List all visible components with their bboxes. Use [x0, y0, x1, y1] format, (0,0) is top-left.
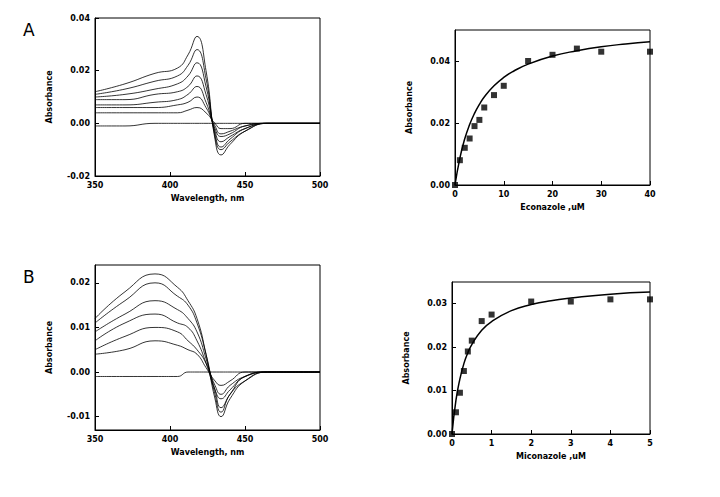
svg-text:Absorbance: Absorbance	[45, 320, 54, 374]
svg-text:1: 1	[489, 439, 495, 448]
svg-text:500: 500	[312, 435, 329, 444]
svg-text:4: 4	[608, 439, 614, 448]
svg-text:0.01: 0.01	[70, 323, 90, 332]
svg-text:-0.01: -0.01	[67, 412, 90, 421]
svg-text:Wavelength, nm: Wavelength, nm	[171, 194, 245, 203]
svg-text:0.02: 0.02	[430, 119, 450, 128]
svg-text:40: 40	[644, 190, 656, 199]
svg-text:0: 0	[452, 190, 458, 199]
svg-text:2: 2	[528, 439, 534, 448]
svg-text:Miconazole ,uM: Miconazole ,uM	[516, 452, 586, 461]
svg-text:Wavelength, nm: Wavelength, nm	[171, 448, 245, 457]
svg-text:5: 5	[647, 439, 653, 448]
svg-text:0.00: 0.00	[70, 119, 90, 128]
svg-text:3: 3	[568, 439, 574, 448]
svg-text:0.00: 0.00	[430, 181, 450, 190]
svg-text:400: 400	[162, 435, 179, 444]
svg-text:0.02: 0.02	[427, 343, 447, 352]
svg-text:350: 350	[87, 435, 104, 444]
svg-text:0.04: 0.04	[430, 57, 450, 66]
svg-text:10: 10	[498, 190, 510, 199]
svg-text:-0.02: -0.02	[67, 172, 90, 181]
svg-text:450: 450	[237, 181, 254, 190]
svg-text:0: 0	[449, 439, 455, 448]
svg-text:0.02: 0.02	[70, 66, 90, 75]
svg-text:500: 500	[312, 181, 329, 190]
svg-text:0.04: 0.04	[70, 14, 90, 23]
svg-text:20: 20	[547, 190, 559, 199]
svg-text:400: 400	[162, 181, 179, 190]
svg-text:0.02: 0.02	[70, 278, 90, 287]
svg-text:0.01: 0.01	[427, 386, 447, 395]
svg-text:Absorbance: Absorbance	[405, 80, 414, 134]
svg-text:0.03: 0.03	[427, 299, 447, 308]
svg-text:B: B	[23, 267, 35, 287]
svg-text:Absorbance: Absorbance	[45, 70, 54, 124]
svg-text:0.00: 0.00	[427, 430, 447, 439]
svg-text:30: 30	[596, 190, 608, 199]
svg-text:Absorbance: Absorbance	[402, 331, 411, 385]
svg-text:A: A	[23, 20, 35, 40]
svg-text:0.00: 0.00	[70, 368, 90, 377]
svg-text:Econazole ,uM: Econazole ,uM	[520, 203, 585, 212]
svg-text:450: 450	[237, 435, 254, 444]
svg-text:350: 350	[87, 181, 104, 190]
